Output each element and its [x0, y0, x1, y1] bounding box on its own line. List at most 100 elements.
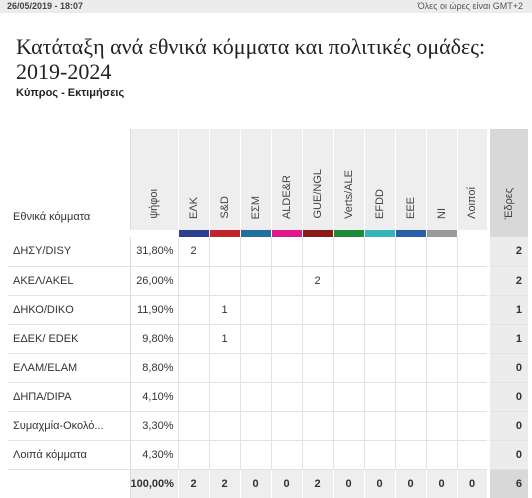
group-seat-cell: [456, 382, 488, 412]
votes-column-header: ψήφοι: [129, 129, 179, 230]
page-subtitle: Κύπρος - Εκτιμήσεις: [16, 87, 125, 99]
page-title: Κατάταξη ανά εθνικά κόμματα και πολιτικέ…: [16, 34, 486, 84]
group-column-label: Verts/ALE: [342, 170, 355, 219]
group-column-label: S&D: [218, 196, 231, 219]
group-seat-cell: [363, 382, 395, 412]
group-seat-cell: [208, 440, 240, 470]
group-seat-cell: [177, 324, 209, 354]
group-seat-cell: 2: [177, 237, 209, 267]
group-column-header-verts-ale: Verts/ALE: [332, 129, 365, 230]
color-spacer: [130, 230, 178, 237]
group-seat-cell: [239, 411, 271, 441]
party-seats-total: 1: [486, 295, 528, 325]
party-seats-total: 0: [486, 382, 528, 412]
group-seat-cell: [456, 411, 488, 441]
results-table: Εθνικά κόμματα ψήφοι ΕΛΚ S&D ΕΣΜ ALDE&R GUE/…: [8, 129, 529, 498]
table-row: ΕΛΑΜ/ELAM 8,80% 0: [8, 353, 528, 383]
group-seat-cell: [301, 440, 333, 470]
group-seat-cell: [301, 295, 333, 325]
group-column-label: ΕΣΜ: [249, 195, 262, 219]
group-seat-cell: [270, 411, 302, 441]
totals-row: 100,00% 2 2 0 0 2 0 0 0 0 0 6: [8, 469, 528, 498]
party-vote-share: 4,10%: [129, 382, 178, 412]
group-seat-cell: [363, 324, 395, 354]
table-row: ΕΔΕΚ/ EDEK 9,80% 1 1: [8, 324, 528, 354]
group-seat-cell: [239, 324, 271, 354]
group-seat-cell: [456, 237, 488, 267]
group-seat-cell: [270, 353, 302, 383]
group-seat-cell: [301, 382, 333, 412]
group-color-row: [8, 230, 528, 237]
party-vote-share: 9,80%: [129, 324, 178, 354]
group-seat-cell: [363, 411, 395, 441]
party-name: Συμαχμία-Οκολό...: [8, 411, 130, 441]
group-seat-cell: [394, 382, 426, 412]
group-column-label: NI: [435, 208, 448, 219]
group-seat-cell: [394, 411, 426, 441]
party-seats-total: 1: [486, 324, 528, 354]
group-seat-cell: [208, 382, 240, 412]
group-column-header-εσμ: ΕΣΜ: [239, 129, 272, 230]
group-total-cell: 0: [332, 469, 364, 498]
group-column-header-ελκ: ΕΛΚ: [177, 129, 210, 230]
group-total-cell: 0: [363, 469, 395, 498]
group-seat-cell: [332, 353, 364, 383]
votes-column-label: ψήφοι: [148, 189, 160, 219]
party-seats-total: 2: [486, 266, 528, 296]
totals-spacer: [8, 469, 130, 498]
group-seat-cell: [270, 440, 302, 470]
group-color-swatch: [239, 230, 272, 237]
group-color-swatch: [394, 230, 427, 237]
group-column-header-s-d: S&D: [208, 129, 241, 230]
group-column-label: EEE: [404, 196, 417, 219]
party-vote-share: 11,90%: [129, 295, 178, 325]
group-total-cell: 0: [239, 469, 271, 498]
group-seat-cell: [394, 237, 426, 267]
group-seat-cell: [208, 353, 240, 383]
group-color-swatch: [270, 230, 303, 237]
seats-column-header: Έδρες: [486, 129, 529, 230]
group-seat-cell: [394, 353, 426, 383]
group-color-swatch: [332, 230, 365, 237]
group-seat-cell: [332, 324, 364, 354]
group-color-swatch: [208, 230, 241, 237]
group-seat-cell: [456, 295, 488, 325]
group-column-label: ALDE&R: [280, 174, 293, 219]
group-total-cell: 2: [177, 469, 209, 498]
group-seat-cell: 1: [208, 324, 240, 354]
group-column-header-gue-ngl: GUE/NGL: [301, 129, 334, 230]
group-seat-cell: [363, 237, 395, 267]
group-seat-cell: [208, 237, 240, 267]
party-vote-share: 26,00%: [129, 266, 178, 296]
group-seat-cell: [425, 353, 457, 383]
party-name: ΕΔΕΚ/ EDEK: [8, 324, 130, 354]
group-seat-cell: [177, 353, 209, 383]
group-column-label: Λοιποί: [466, 187, 478, 219]
timezone-note: Όλες οι ώρες είναι GMT+2: [417, 1, 523, 11]
group-seat-cell: [394, 440, 426, 470]
group-color-swatch: [363, 230, 396, 237]
party-name: Λοιπά κόμματα: [8, 440, 130, 470]
group-total-cell: 2: [301, 469, 333, 498]
table-row: ΔΗΣΥ/DISY 31,80% 2 2: [8, 237, 528, 267]
party-name: ΔΗΠΑ/DIPA: [8, 382, 130, 412]
group-seat-cell: [332, 295, 364, 325]
group-color-swatch: [301, 230, 334, 237]
group-seat-cell: [425, 324, 457, 354]
total-vote-share: 100,00%: [129, 469, 178, 498]
group-seat-cell: [270, 237, 302, 267]
group-seat-cell: [456, 324, 488, 354]
party-vote-share: 31,80%: [129, 237, 178, 267]
group-seat-cell: [270, 382, 302, 412]
party-name: ΕΛΑΜ/ELAM: [8, 353, 130, 383]
group-seat-cell: [177, 266, 209, 296]
group-seat-cell: [332, 266, 364, 296]
group-seat-cell: 2: [301, 266, 333, 296]
group-seat-cell: [425, 266, 457, 296]
party-name: ΑΚΕΛ/AKEL: [8, 266, 130, 296]
group-seat-cell: [363, 295, 395, 325]
group-seat-cell: [363, 353, 395, 383]
group-total-cell: 0: [394, 469, 426, 498]
group-color-swatch: [456, 230, 489, 237]
group-total-cell: 2: [208, 469, 240, 498]
